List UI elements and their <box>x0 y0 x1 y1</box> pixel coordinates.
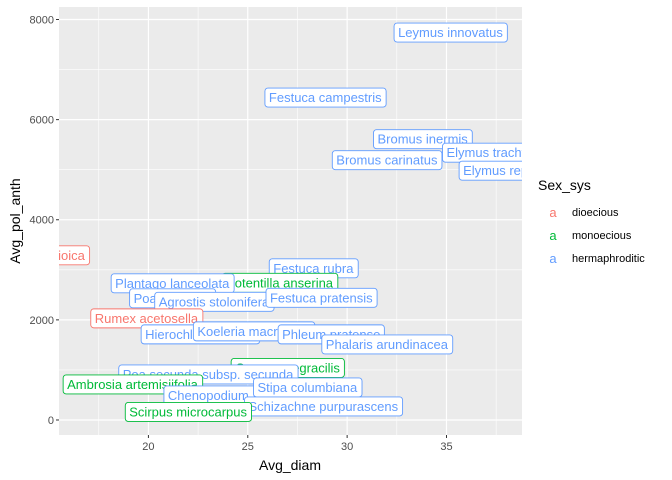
x-axis-title: Avg_diam <box>259 457 321 473</box>
x-tick-label: 25 <box>242 441 254 453</box>
x-tick-label: 20 <box>142 441 154 453</box>
y-tick-label: 6000 <box>30 115 54 127</box>
point-label-box <box>393 22 508 43</box>
point-label: Scirpus microcarpus <box>124 402 252 422</box>
point-label-box <box>265 287 378 308</box>
legend-key: a <box>549 228 557 243</box>
y-axis-title: Avg_pol_anth <box>7 178 23 263</box>
point-label-text: Plantago lanceolata <box>115 276 230 291</box>
x-axis: 20 25 30 35 <box>142 435 453 453</box>
legend-label: monoecious <box>572 230 632 242</box>
point-label: Bromus carinatus <box>331 150 443 171</box>
point-label: Festuca pratensis <box>265 287 378 308</box>
point-label-text: Festuca campestris <box>269 90 382 105</box>
point-label-text: Stipa columbiana <box>258 380 358 395</box>
point-label: Phalaris arundinacea <box>321 334 454 355</box>
point-label-text: Potentilla anserina <box>226 275 334 290</box>
y-tick-label: 4000 <box>30 215 54 227</box>
legend-key: a <box>549 251 557 266</box>
point-label: Leymus innovatus <box>393 22 508 43</box>
legend: Sex_sys a dioecious a monoecious a hermaphrod… <box>538 177 645 266</box>
x-tick-label: 35 <box>440 441 452 453</box>
point-label-text: Bromus carinatus <box>336 153 438 168</box>
legend-label: dioecious <box>572 207 619 219</box>
point-label: Festuca campestris <box>264 87 387 108</box>
point-label: Stipa columbiana <box>253 377 363 398</box>
point-label: Rumex acetosella <box>90 308 204 329</box>
point-label-text: Scirpus microcarpus <box>129 404 247 419</box>
point-label-box <box>331 150 443 171</box>
point-label-box <box>321 334 454 355</box>
y-axis: 0 2000 4000 6000 8000 <box>30 15 59 427</box>
point-label-box <box>124 402 252 422</box>
y-tick-label: 2000 <box>30 315 54 327</box>
y-tick-label: 0 <box>48 415 54 427</box>
legend-key: a <box>549 205 557 220</box>
point-label: Plantago lanceolata <box>110 273 235 294</box>
point-label-text: Phalaris arundinacea <box>326 337 449 352</box>
legend-label: hermaphroditic <box>572 253 645 265</box>
point-label-text: Agrostis stolonifera <box>159 294 270 309</box>
point-label: Schizachne purpurascens <box>244 396 404 417</box>
point-label-text: Rumex acetosella <box>95 311 199 326</box>
legend-title: Sex_sys <box>538 177 591 193</box>
point-label-text: Schizachne purpurascens <box>248 399 398 414</box>
point-label-box <box>264 87 387 108</box>
point-label-text: Festuca rubra <box>273 261 354 276</box>
point-label-text: Leymus innovatus <box>398 25 503 40</box>
point-label-text: Festuca pratensis <box>270 290 373 305</box>
y-tick-label: 8000 <box>30 15 54 27</box>
x-tick-label: 30 <box>341 441 353 453</box>
